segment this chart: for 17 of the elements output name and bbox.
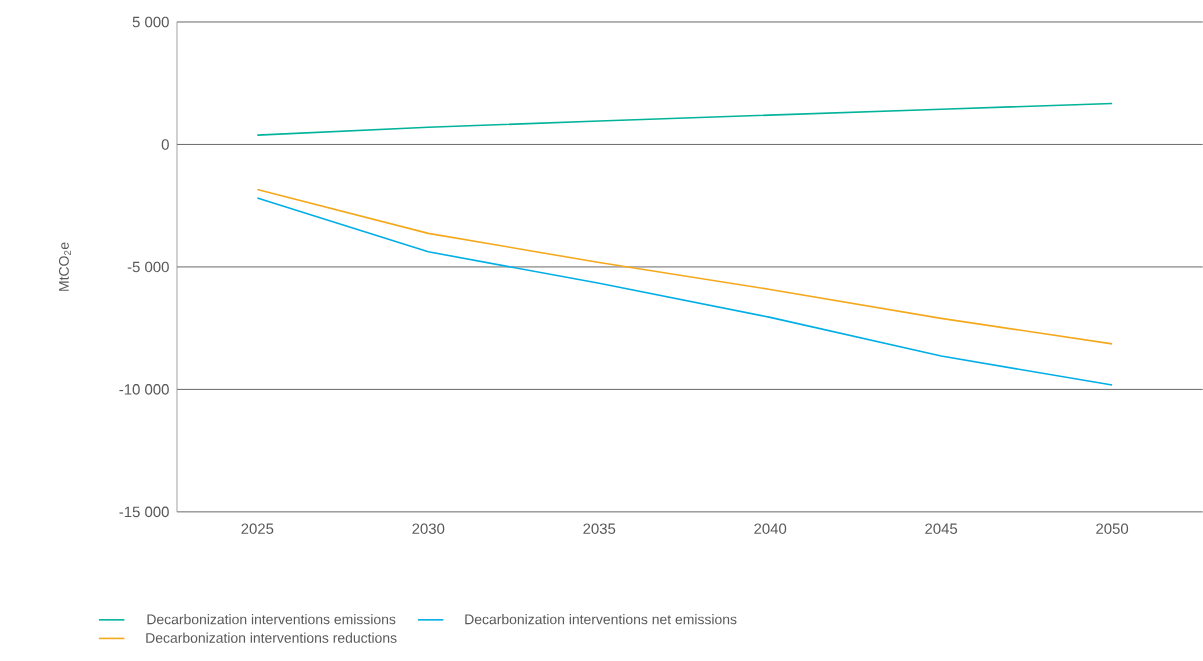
y-tick-label: -15 000 (119, 506, 169, 518)
x-tick-label: 2045 (925, 523, 958, 535)
y-tick-label: 5 000 (132, 16, 169, 28)
x-tick-label: 2035 (583, 523, 616, 535)
x-tick-label: 2040 (754, 523, 787, 535)
legend-label: Decarbonization interventions reductions (146, 632, 397, 643)
line-series (256, 197, 1113, 386)
line-series (256, 188, 1113, 345)
y-tick-label: -5 000 (127, 261, 169, 273)
y-tick-label: 0 (161, 139, 169, 150)
legend-label: Decarbonization interventions net emissions (465, 614, 737, 625)
x-tick-label: 2050 (1096, 523, 1129, 535)
x-tick-label: 2025 (241, 523, 274, 535)
x-tick-label: 2030 (412, 523, 445, 535)
legend-label: Decarbonization interventions emissions (147, 614, 396, 625)
y-axis-title: MtCO$_{2}$e (58, 242, 71, 291)
y-tick-label: -10 000 (119, 384, 169, 395)
